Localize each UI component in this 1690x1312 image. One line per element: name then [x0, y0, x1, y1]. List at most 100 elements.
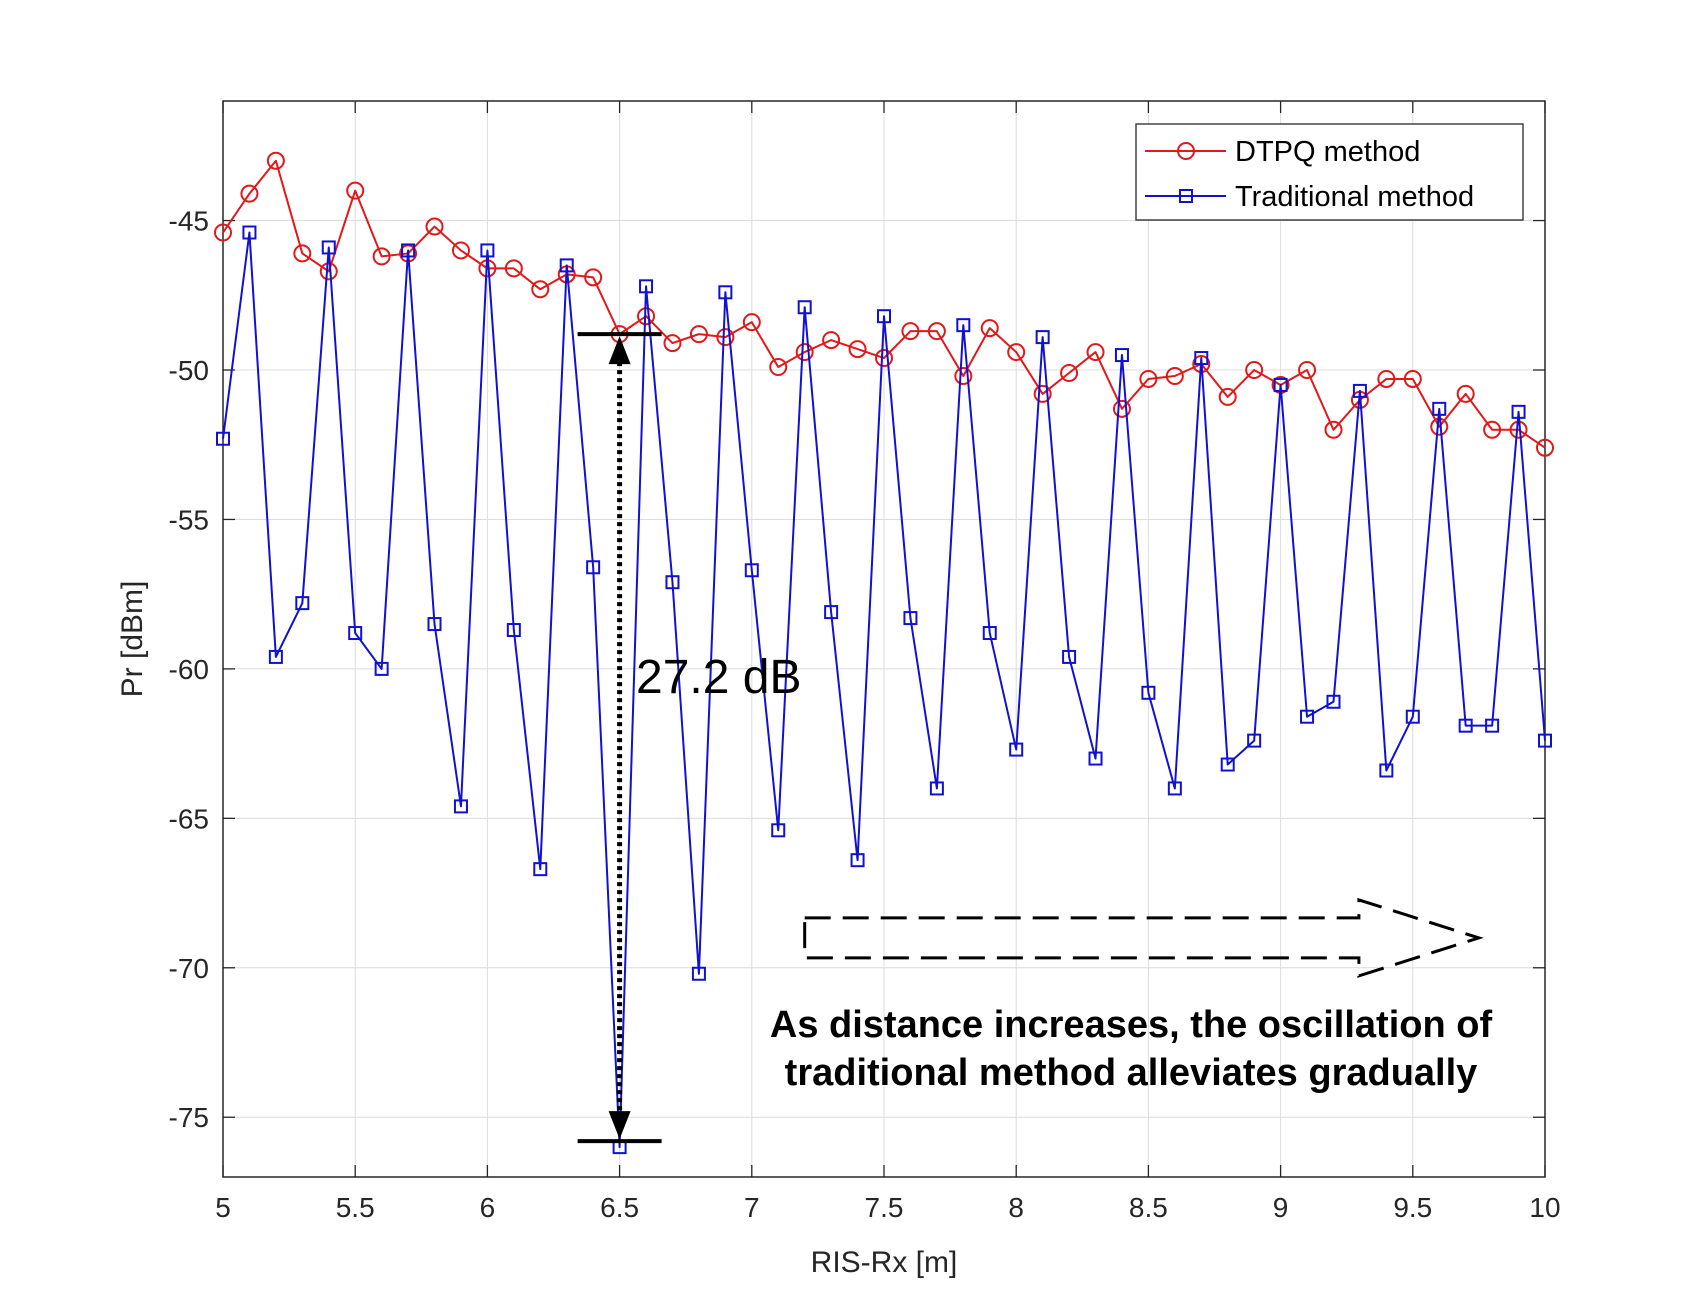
data-point-traditional-method	[665, 575, 680, 590]
x-axis-label: RIS-Rx [m]	[811, 1246, 958, 1279]
data-point-traditional-method	[374, 661, 389, 676]
legend-box	[1135, 123, 1524, 221]
data-point-traditional-method	[480, 243, 495, 258]
data-point-dtpq-method	[372, 247, 391, 266]
data-point-traditional-method	[1405, 709, 1420, 724]
data-point-dtpq-method	[663, 334, 682, 353]
data-point-traditional-method	[771, 823, 786, 838]
data-point-traditional-method	[1141, 685, 1156, 700]
legend-marker-dtpq	[1177, 142, 1195, 160]
data-point-traditional-method	[1379, 763, 1394, 778]
data-point-traditional-method	[850, 853, 865, 868]
data-point-traditional-method	[797, 300, 812, 315]
series-line-dtpq-method	[222, 159, 1546, 449]
x-tick-label: 10	[1529, 1192, 1560, 1223]
data-point-dtpq-method	[1324, 420, 1343, 439]
data-point-dtpq-method	[504, 259, 523, 278]
data-point-traditional-method	[1485, 718, 1500, 733]
gap-arrowhead-down	[608, 1111, 631, 1140]
data-point-dtpq-method	[319, 262, 338, 281]
data-point-dtpq-method	[1139, 369, 1158, 388]
data-point-traditional-method	[268, 649, 283, 664]
data-point-traditional-method	[559, 258, 574, 273]
data-point-dtpq-method	[980, 319, 999, 338]
dashed-direction-arrow	[803, 897, 1484, 978]
data-point-traditional-method	[506, 623, 521, 638]
data-point-traditional-method	[691, 966, 706, 981]
y-tick-label: -45	[169, 206, 209, 237]
data-point-dtpq-method	[769, 358, 788, 377]
x-tick-labels: 5 5.5 6 6.5 7 7.5 8 8.5 9 9.5 10	[215, 1192, 1560, 1223]
data-point-traditional-method	[929, 781, 944, 796]
data-point-traditional-method	[1114, 348, 1129, 363]
data-point-dtpq-method	[451, 241, 470, 260]
data-point-traditional-method	[956, 318, 971, 333]
data-point-traditional-method	[1167, 781, 1182, 796]
y-tick-label: -60	[169, 654, 209, 685]
data-point-traditional-method	[295, 596, 310, 611]
series-traditional-method	[216, 225, 1552, 1155]
data-point-traditional-method	[216, 431, 230, 446]
x-tick-label: 9.5	[1393, 1192, 1432, 1223]
legend: DTPQ method Traditional method	[1135, 123, 1524, 221]
data-point-dtpq-method	[1483, 420, 1502, 439]
data-point-dtpq-method	[1086, 343, 1105, 362]
data-point-dtpq-method	[240, 184, 259, 203]
data-point-traditional-method	[744, 563, 759, 578]
data-point-dtpq-method	[795, 343, 814, 362]
data-point-dtpq-method	[1403, 369, 1422, 388]
data-point-dtpq-method	[742, 313, 761, 332]
data-point-dtpq-method	[716, 328, 735, 347]
data-point-dtpq-method	[214, 223, 232, 242]
data-point-traditional-method	[1247, 733, 1262, 748]
gap-arrowhead-up	[608, 336, 631, 365]
data-point-traditional-method	[718, 285, 733, 300]
data-point-traditional-method	[877, 309, 891, 324]
data-point-dtpq-method	[1377, 369, 1396, 388]
data-point-dtpq-method	[1536, 438, 1554, 457]
data-point-dtpq-method	[531, 280, 550, 299]
data-point-dtpq-method	[848, 340, 867, 359]
data-point-traditional-method	[903, 611, 918, 626]
x-tick-label: 5.5	[336, 1192, 375, 1223]
data-point-dtpq-method	[689, 325, 708, 344]
data-point-dtpq-method	[901, 322, 920, 341]
note-line-2: traditional method alleviates gradually	[785, 1052, 1478, 1094]
y-axis-label: Pr [dBm]	[116, 581, 149, 698]
data-point-dtpq-method	[1298, 361, 1317, 379]
data-point-traditional-method	[321, 240, 336, 255]
data-point-traditional-method	[427, 617, 442, 632]
data-point-dtpq-method	[1165, 366, 1184, 385]
y-tick-labels: -75 -70 -65 -60 -55 -50 -45	[169, 206, 209, 1134]
data-point-traditional-method	[1538, 733, 1552, 748]
data-point-dtpq-method	[425, 217, 444, 236]
x-tick-label: 9	[1273, 1192, 1289, 1223]
data-point-dtpq-method	[266, 151, 285, 170]
data-point-traditional-method	[1220, 757, 1235, 772]
data-point-traditional-method	[1273, 377, 1288, 392]
data-point-dtpq-method	[822, 331, 841, 350]
data-point-traditional-method	[1432, 401, 1447, 416]
data-point-dtpq-method	[1245, 361, 1264, 379]
ticks	[222, 101, 1546, 1177]
x-tick-label: 8.5	[1129, 1192, 1168, 1223]
data-point-traditional-method	[533, 862, 548, 877]
data-point-traditional-method	[1511, 404, 1526, 419]
y-tick-label: -50	[169, 355, 209, 386]
legend-label-dtpq: DTPQ method	[1235, 136, 1420, 168]
x-tick-label: 5	[215, 1192, 231, 1223]
data-point-traditional-method	[586, 560, 601, 575]
data-point-traditional-method	[1088, 751, 1103, 766]
data-point-traditional-method	[824, 605, 839, 620]
data-point-traditional-method	[348, 626, 363, 641]
series-line-traditional-method	[222, 231, 1546, 1149]
data-point-traditional-method	[242, 225, 257, 240]
data-point-dtpq-method	[875, 349, 893, 368]
data-point-dtpq-method	[927, 322, 946, 341]
x-tick-label: 7.5	[865, 1192, 904, 1223]
data-point-traditional-method	[401, 243, 416, 258]
data-point-dtpq-method	[1033, 384, 1052, 403]
series-layer	[214, 151, 1554, 1155]
gap-annotation-label: 27.2 dB	[636, 651, 801, 704]
